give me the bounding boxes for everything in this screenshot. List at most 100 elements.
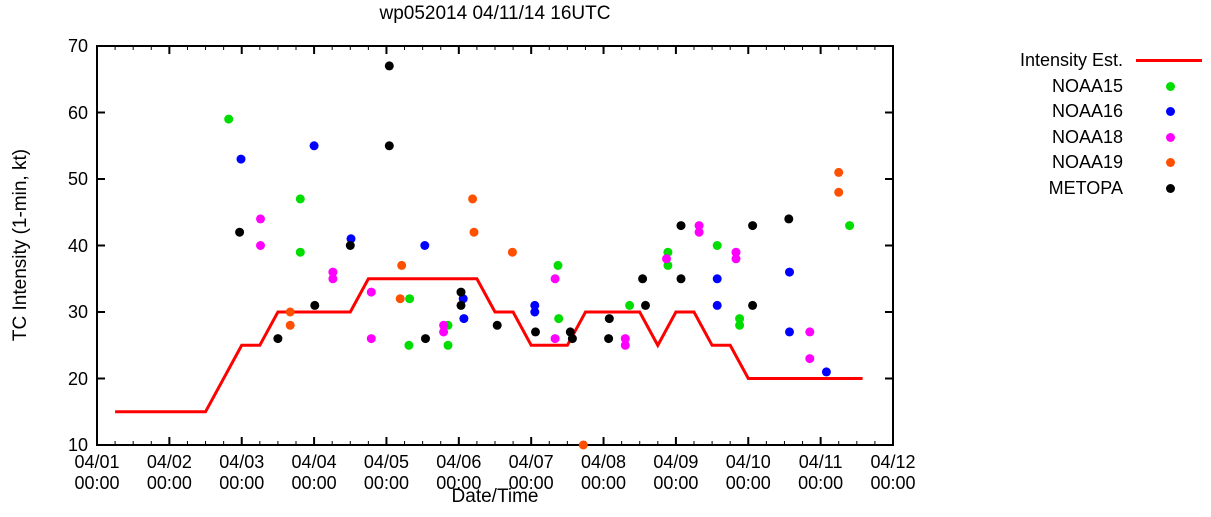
y-tick-label-20: 20	[67, 368, 88, 389]
y-tick-label-10: 10	[67, 435, 88, 455]
data-point-metopa	[604, 334, 614, 344]
data-point-noaa16	[236, 154, 246, 164]
data-point-metopa	[641, 300, 650, 310]
dot-swatch	[1166, 158, 1175, 167]
data-point-noaa15	[712, 241, 722, 250]
data-point-noaa18	[731, 254, 741, 264]
data-point-metopa	[421, 334, 430, 344]
data-point-metopa	[567, 334, 577, 344]
data-point-noaa18	[731, 247, 741, 257]
data-point-noaa18	[662, 254, 671, 264]
dot-swatch	[1166, 81, 1175, 91]
legend-dot-sample	[1123, 74, 1211, 100]
data-point-noaa16	[530, 307, 540, 317]
data-point-metopa	[492, 320, 502, 330]
data-point-metopa	[676, 221, 686, 231]
x-tick-label-04-01: 04/01 00:00	[74, 452, 120, 493]
x-tick-label-04-06: 04/06 00:00	[436, 452, 482, 493]
data-point-noaa18	[550, 274, 560, 284]
data-point-noaa15	[554, 314, 564, 324]
data-point-noaa15	[625, 300, 635, 310]
data-point-noaa19	[507, 247, 517, 257]
data-point-noaa15	[443, 340, 453, 350]
dot-swatch	[1166, 107, 1175, 116]
x-tick-label-04-05: 04/05 00:00	[363, 452, 409, 493]
legend-label: METOPA	[1048, 177, 1123, 198]
data-point-noaa19	[834, 167, 844, 177]
data-point-noaa15	[295, 194, 305, 204]
data-point-metopa	[456, 300, 466, 310]
y-tick-label-60: 60	[67, 102, 88, 123]
data-point-noaa19	[397, 260, 407, 270]
legend-dot-sample	[1123, 176, 1211, 202]
data-point-noaa15	[735, 320, 745, 330]
y-tick-label-30: 30	[67, 302, 88, 322]
x-tick-label-04-09: 04/09 00:00	[653, 452, 699, 493]
data-point-noaa16	[420, 241, 430, 250]
data-point-noaa18	[366, 287, 376, 297]
x-tick-label-04-07: 04/07 00:00	[508, 452, 554, 493]
data-point-metopa	[638, 274, 648, 284]
data-point-noaa18	[328, 274, 338, 284]
data-point-noaa18	[694, 221, 704, 231]
data-point-noaa16	[309, 141, 319, 151]
data-point-noaa16	[346, 234, 356, 244]
line-swatch	[1136, 59, 1202, 62]
y-axis-label: TC Intensity (1-min, kt)	[10, 148, 31, 342]
data-point-metopa	[273, 334, 283, 344]
legend-dot-sample	[1123, 125, 1211, 151]
data-point-noaa18	[439, 320, 449, 330]
plot-border	[96, 45, 894, 446]
data-point-noaa19	[395, 294, 405, 304]
data-point-noaa16	[712, 274, 722, 284]
x-tick-label-04-12: 04/12 00:00	[870, 452, 916, 493]
y-tick-label-70: 70	[67, 36, 88, 56]
legend-dot-sample	[1123, 99, 1211, 125]
x-tick-label-04-04: 04/04 00:00	[291, 452, 337, 493]
data-point-noaa16	[821, 367, 831, 377]
data-point-noaa18	[256, 214, 265, 224]
data-point-metopa	[676, 274, 686, 284]
legend-item-metopa: METOPA	[975, 176, 1211, 202]
x-tick-label-04-11: 04/11 00:00	[798, 452, 844, 493]
x-tick-label-04-10: 04/10 00:00	[725, 452, 771, 493]
legend-label: Intensity Est.	[1019, 50, 1123, 71]
data-point-noaa15	[404, 340, 414, 350]
data-point-noaa18	[694, 227, 704, 237]
data-point-noaa15	[735, 314, 745, 324]
data-point-metopa	[748, 300, 758, 310]
dot-swatch	[1166, 132, 1175, 142]
data-point-noaa18	[550, 334, 560, 344]
legend-item-noaa15: NOAA15	[975, 74, 1211, 100]
legend-item-intensity-est-: Intensity Est.	[975, 48, 1211, 74]
data-point-noaa15	[405, 294, 415, 304]
data-point-metopa	[784, 214, 794, 224]
data-point-noaa18	[366, 334, 376, 344]
x-tick-label-04-08: 04/08 00:00	[581, 452, 627, 493]
legend-item-noaa19: NOAA19	[975, 150, 1211, 176]
data-point-noaa19	[468, 194, 478, 204]
data-point-noaa15	[553, 260, 563, 270]
x-tick-label-04-03: 04/03 00:00	[219, 452, 265, 493]
data-point-noaa16	[530, 300, 540, 310]
data-point-noaa19	[285, 320, 295, 330]
data-point-noaa16	[459, 314, 469, 324]
data-point-metopa	[384, 61, 394, 71]
data-point-noaa18	[805, 327, 815, 337]
data-point-noaa16	[785, 267, 794, 277]
chart-title: wp052014 04/11/14 16UTC	[379, 3, 611, 24]
data-point-noaa18	[328, 267, 338, 277]
legend-label: NOAA19	[1051, 152, 1123, 173]
legend-item-noaa18: NOAA18	[975, 125, 1211, 151]
data-point-noaa16	[712, 300, 722, 310]
legend-label: NOAA15	[1051, 75, 1123, 96]
data-point-noaa19	[469, 227, 479, 237]
data-point-noaa16	[785, 327, 794, 337]
data-point-noaa19	[578, 440, 588, 450]
data-point-metopa	[384, 141, 394, 151]
dot-swatch	[1166, 183, 1175, 193]
y-tick-label-40: 40	[67, 235, 88, 256]
legend-dot-sample	[1123, 150, 1211, 176]
